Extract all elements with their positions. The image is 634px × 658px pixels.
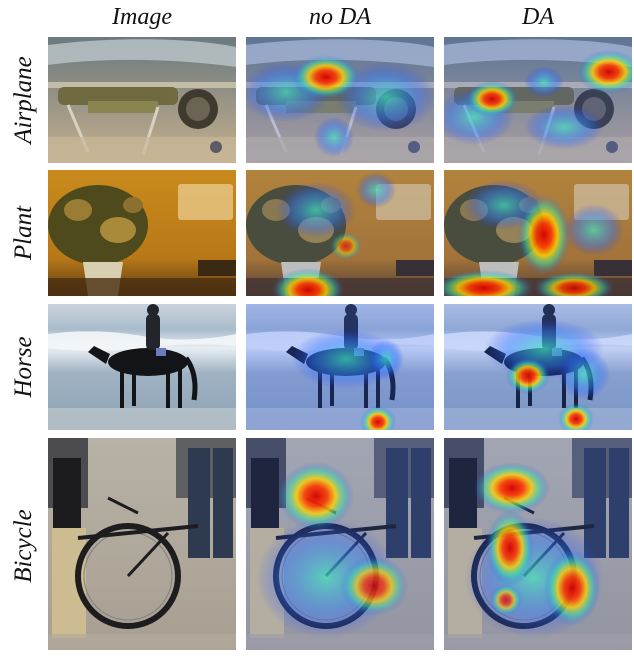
airplane-heatmap-no-da bbox=[246, 37, 434, 163]
column-header-image: Image bbox=[112, 4, 172, 30]
bicycle-heatmap-no-da bbox=[246, 438, 434, 650]
row-label-bicycle: Bicycle bbox=[10, 509, 37, 583]
column-header-da: DA bbox=[522, 4, 554, 30]
airplane-image bbox=[48, 37, 236, 163]
horse-heatmap-da bbox=[444, 304, 632, 430]
bicycle-image bbox=[48, 438, 236, 650]
horse-image bbox=[48, 304, 236, 430]
column-header-no-da: no DA bbox=[309, 4, 371, 30]
row-label-plant: Plant bbox=[10, 205, 37, 261]
plant-heatmap-no-da bbox=[246, 170, 434, 296]
airplane-heatmap-da bbox=[444, 37, 632, 163]
plant-heatmap-da bbox=[444, 170, 632, 296]
row-label-airplane: Airplane bbox=[10, 56, 37, 144]
plant-image bbox=[48, 170, 236, 296]
horse-heatmap-no-da bbox=[246, 304, 434, 430]
bicycle-heatmap-da bbox=[444, 438, 632, 650]
row-label-horse: Horse bbox=[10, 336, 37, 398]
